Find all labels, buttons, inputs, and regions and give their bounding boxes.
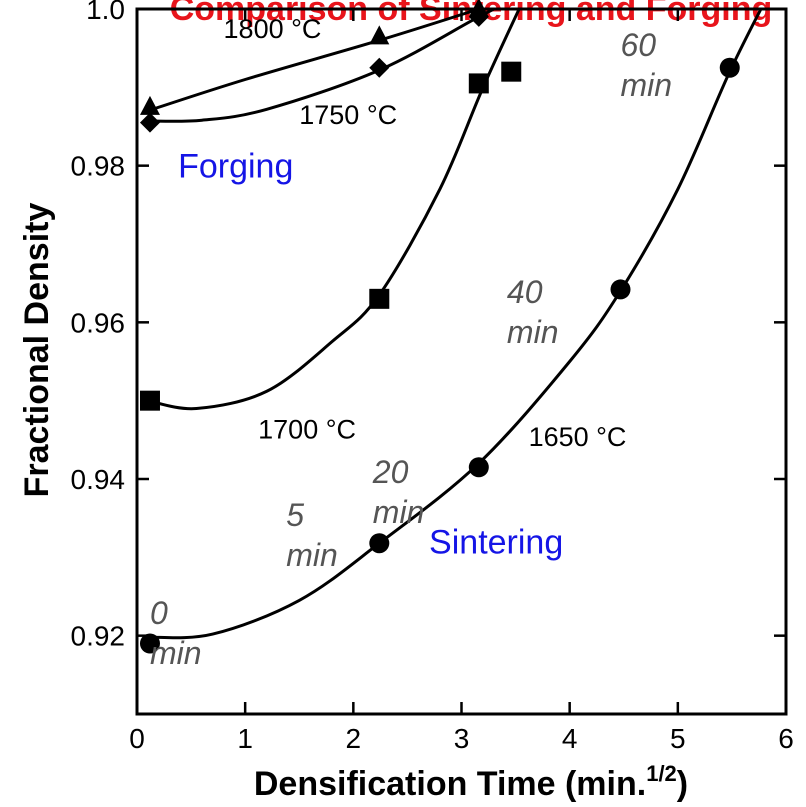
curve-1800 — [147, 9, 484, 113]
time-unit: min — [286, 537, 338, 573]
time-label: 0 min — [150, 595, 202, 671]
x-tick-label: 3 — [454, 723, 470, 754]
x-axis-title-superscript: 1/2 — [646, 761, 677, 786]
annotation-layer: 1800 °C 1750 °C 1700 °C 1650 °C Forging Sinte… — [150, 14, 672, 671]
y-tick-label: 0.98 — [71, 151, 126, 182]
temperature-label: 1800 °C — [224, 14, 322, 44]
point-square-1700 — [139, 390, 160, 411]
x-axis-title-close: ) — [677, 765, 688, 803]
curve-1650 — [147, 9, 763, 640]
point-triangle-1800 — [369, 25, 390, 45]
time-value: 5 — [286, 497, 304, 533]
series-layer — [139, 0, 763, 654]
point-diamond-1750 — [369, 57, 390, 78]
point-square-1700 — [501, 61, 522, 82]
time-value: 20 — [372, 454, 409, 490]
x-tick-label: 2 — [346, 723, 362, 754]
time-label: 60 min — [621, 27, 673, 103]
x-tick-label: 4 — [562, 723, 578, 754]
y-tick-label: 1.0 — [86, 0, 125, 25]
time-label: 40 min — [507, 274, 559, 350]
x-axis-title: Densification Time (min.1/2) — [254, 761, 688, 803]
point-square-1700 — [468, 73, 489, 94]
x-tick-label: 0 — [129, 723, 145, 754]
time-unit: min — [373, 494, 425, 530]
temperature-label: 1700 °C — [258, 414, 356, 444]
time-value: 60 — [621, 27, 657, 63]
y-axis-title: Fractional Density — [18, 203, 56, 498]
axis-layer: 0 1 2 3 4 5 6 0.92 0.94 0.96 0.98 1.0 — [71, 0, 794, 754]
y-tick-label: 0.92 — [71, 621, 126, 652]
time-value: 0 — [150, 595, 168, 631]
y-tick-label: 0.96 — [71, 307, 126, 338]
region-label: Sintering — [429, 523, 563, 561]
point-circle-1650 — [468, 457, 489, 478]
point-circle-1650 — [719, 57, 740, 78]
time-value: 40 — [507, 274, 543, 310]
x-tick-label: 5 — [670, 723, 686, 754]
curve-1700 — [147, 9, 521, 411]
x-axis-title-main: Densification Time (min. — [254, 765, 646, 803]
time-label: 5 min — [286, 497, 338, 573]
time-unit: min — [507, 314, 559, 350]
point-square-1700 — [369, 288, 390, 309]
region-label: Forging — [178, 147, 293, 185]
time-label: 20 min — [372, 454, 425, 530]
y-tick-label: 0.94 — [71, 464, 126, 495]
point-diamond-1750 — [139, 112, 160, 133]
x-tick-label: 6 — [778, 723, 794, 754]
point-triangle-1800 — [139, 95, 160, 115]
point-circle-1650 — [369, 533, 390, 554]
time-unit: min — [621, 67, 673, 103]
point-circle-1650 — [139, 633, 160, 654]
temperature-label: 1650 °C — [529, 422, 627, 452]
plot-frame — [135, 7, 788, 716]
x-tick-label: 1 — [237, 723, 253, 754]
time-unit: min — [150, 635, 202, 671]
temperature-label: 1750 °C — [299, 100, 397, 130]
point-circle-1650 — [610, 279, 631, 300]
point-diamond-1750 — [468, 6, 489, 27]
